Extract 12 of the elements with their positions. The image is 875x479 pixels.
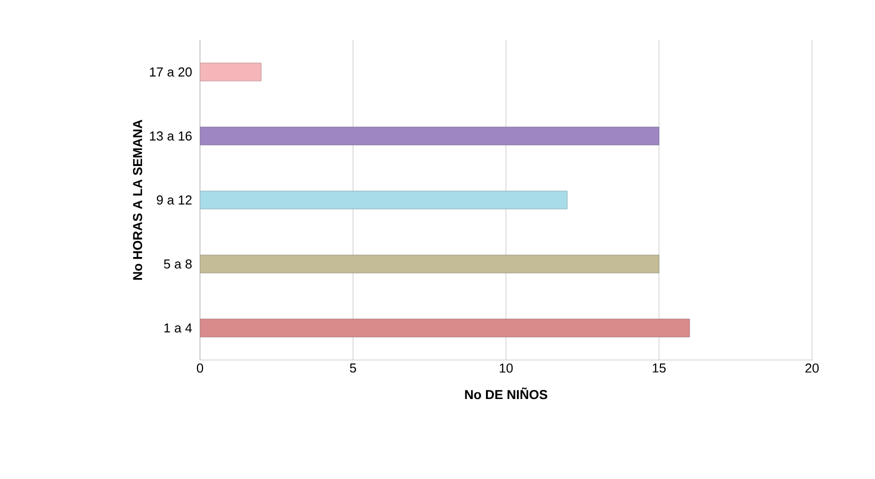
x-tick-label: 15 — [652, 364, 666, 373]
y-tick-label: 13 a 16 — [150, 131, 192, 141]
y-tick-label: 9 a 12 — [156, 195, 192, 205]
x-tick-label: 10 — [500, 364, 513, 373]
x-tick-label: 5 — [350, 364, 356, 373]
x-tick-label: 0 — [196, 364, 204, 373]
y-tick-label: 17 a 20 — [150, 67, 192, 77]
y-tick-label: 1 a 4 — [164, 323, 192, 333]
y-tick-label: 5 a 8 — [164, 259, 192, 269]
x-axis-title: No DE NIÑOS — [465, 388, 548, 400]
x-tick-label: 20 — [805, 364, 819, 373]
y-axis-title: No HORAS A LA SEMANA — [133, 120, 142, 280]
